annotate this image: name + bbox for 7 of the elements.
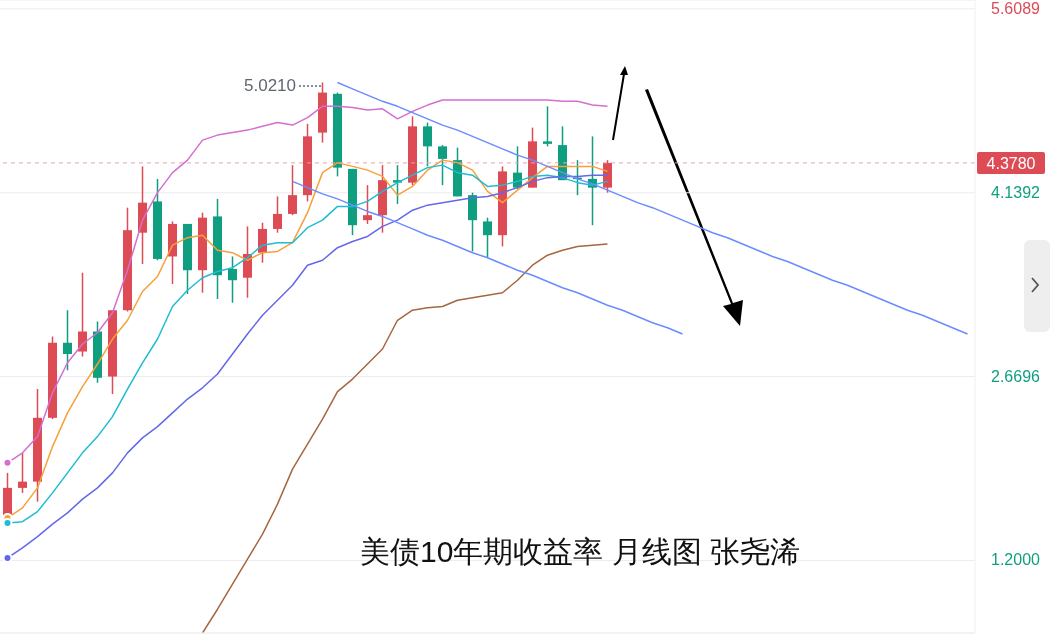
y-tick-label: 1.2000 [991,551,1041,569]
annotation: 美债10年期收益率 月线图 张尧浠 [360,534,801,570]
y-tick-label: 2.6696 [991,367,1041,385]
annotation: 5.0210 [244,76,296,96]
y-tick-label: 4.1392 [991,183,1041,201]
ref-line-label: 4.3780 [986,154,1036,172]
y-tick-label: 5.6089 [991,0,1041,17]
